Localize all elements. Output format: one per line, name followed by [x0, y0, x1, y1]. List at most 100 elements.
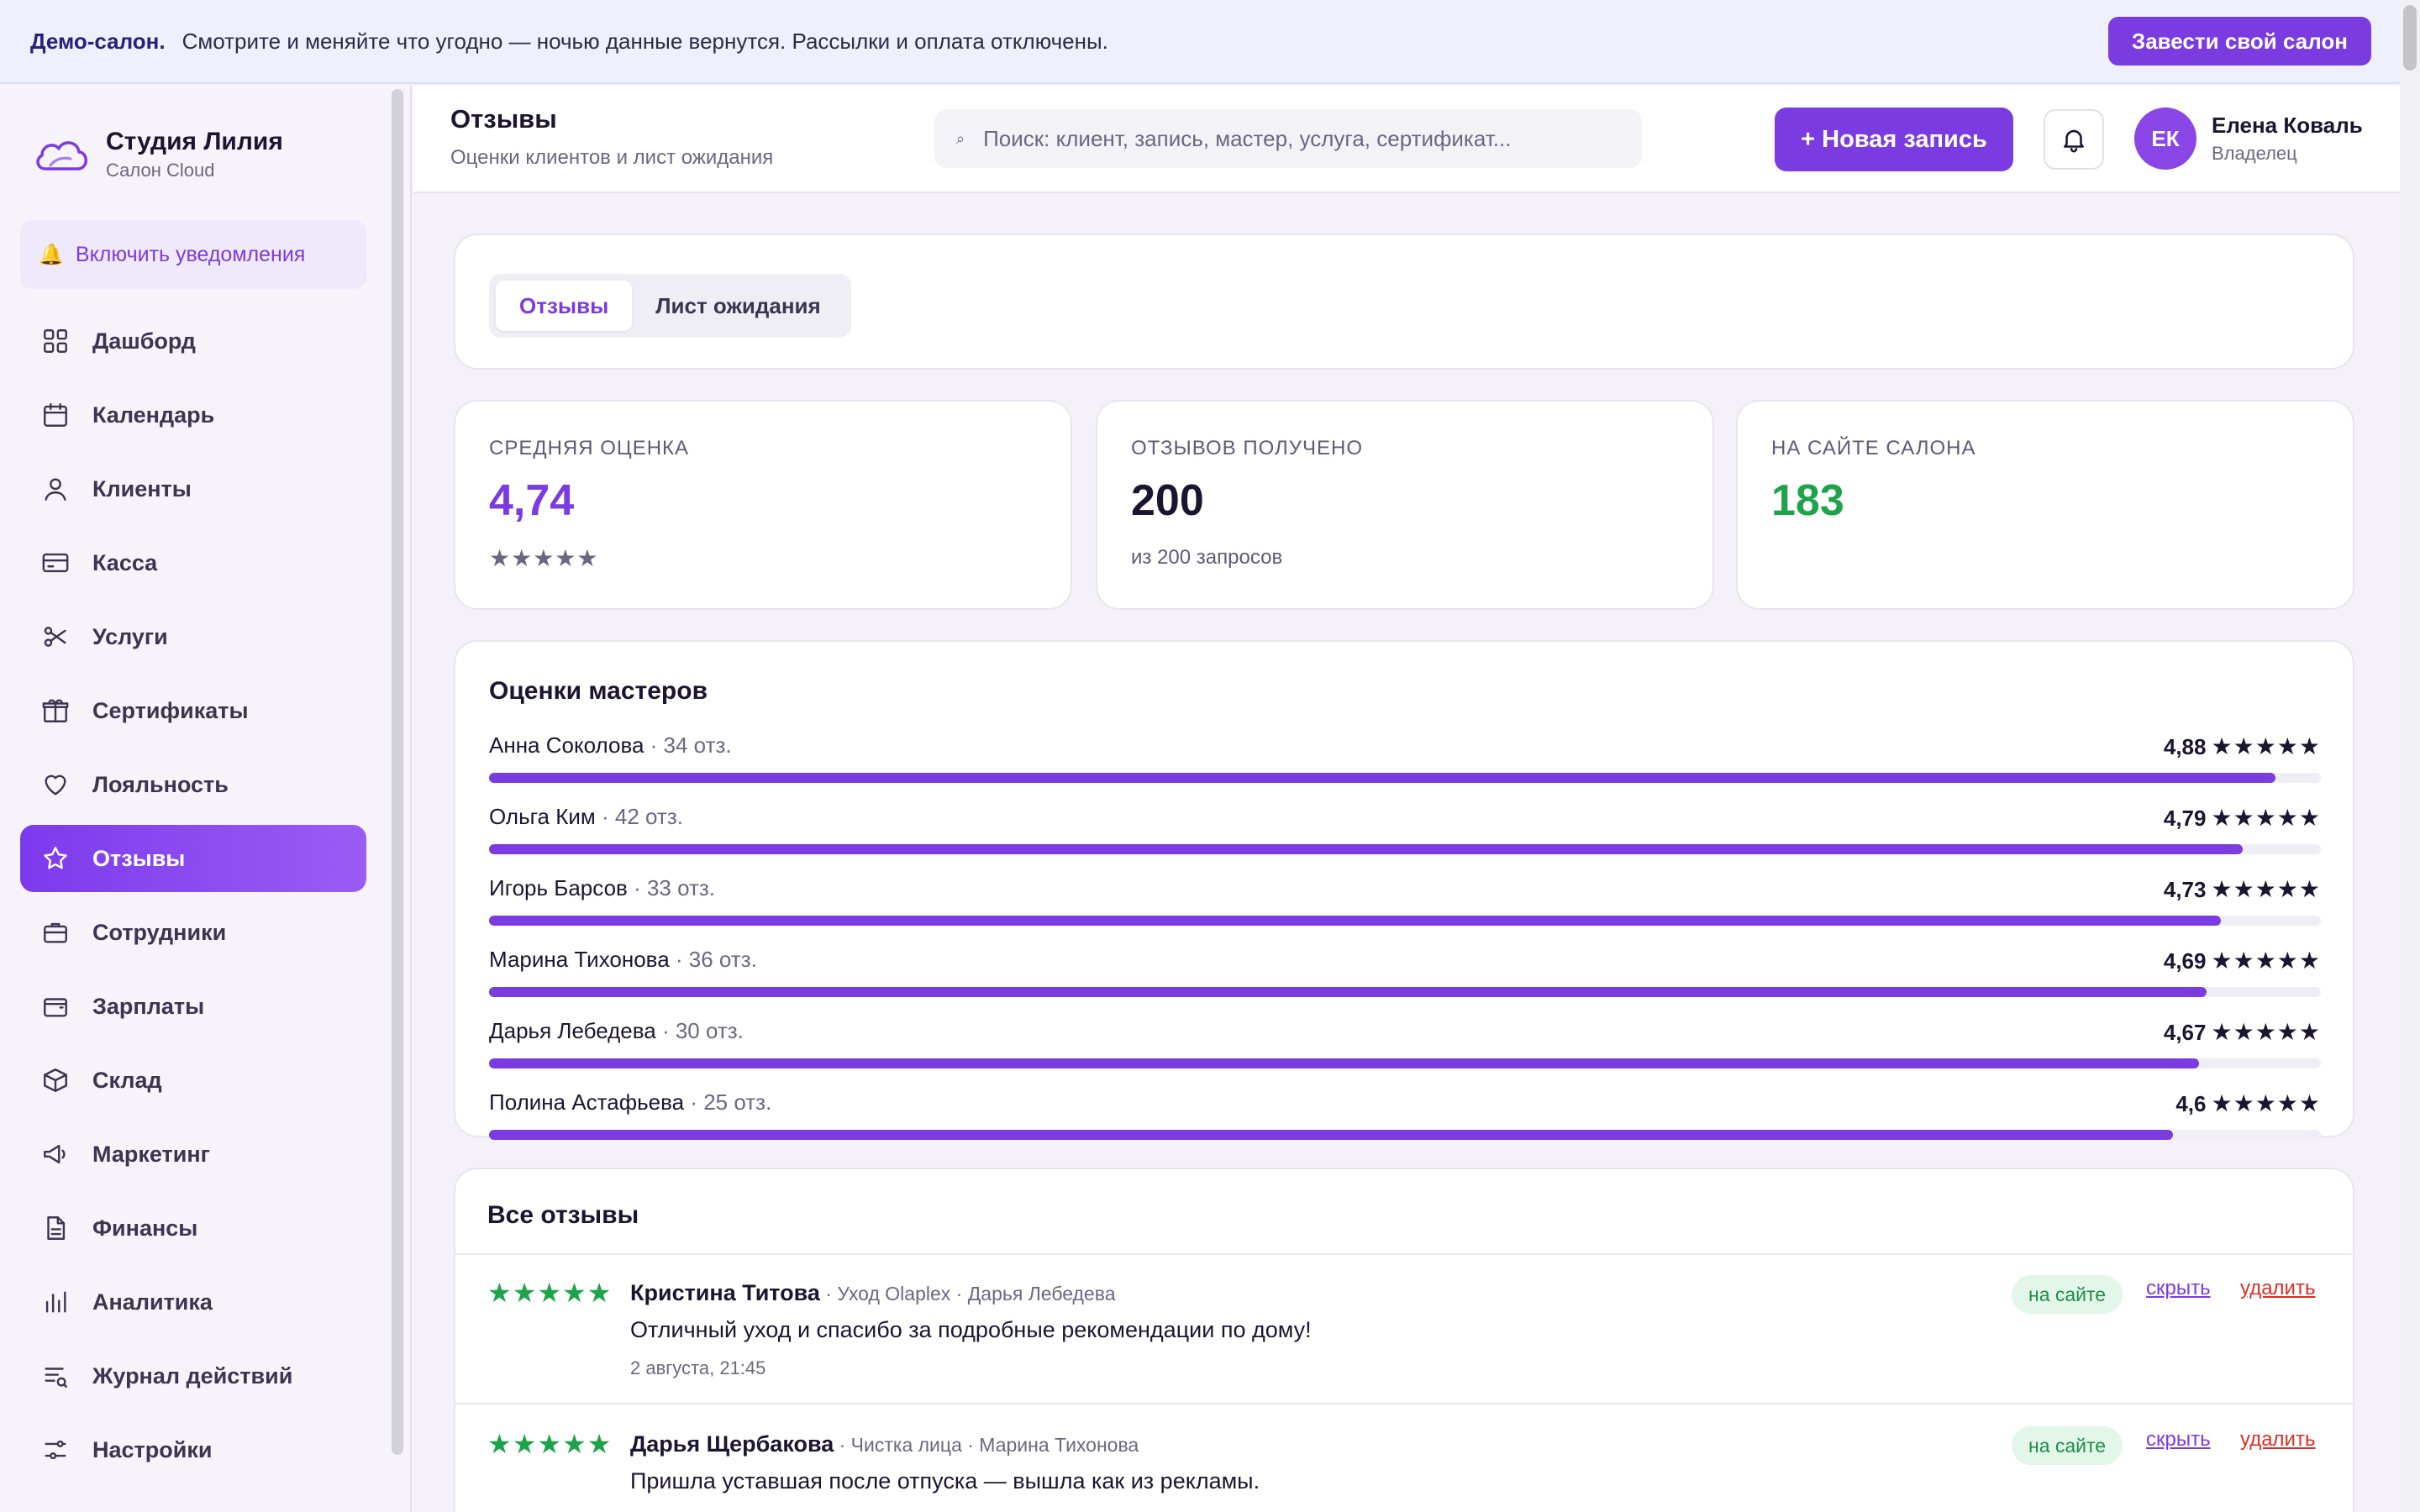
review-stars: ★★★★★: [487, 1429, 613, 1459]
rating-bar-track: [489, 844, 2321, 854]
sidebar-item-bar-chart[interactable]: Аналитика: [20, 1268, 366, 1336]
sidebar-item-grid[interactable]: Дашборд: [20, 307, 366, 375]
review-header: Кристина Титова · Уход Olaplex · Дарья Л…: [630, 1280, 1115, 1306]
master-score: 4,67 ★★★★★: [2164, 1018, 2321, 1046]
sidebar-item-wallet[interactable]: Зарплаты: [20, 973, 366, 1040]
stat-on-website: НА САЙТЕ САЛОНА 183: [1736, 400, 2354, 610]
brand-name: Студия Лилия: [106, 128, 283, 155]
review-header: Дарья Щербакова · Чистка лица · Марина Т…: [630, 1431, 1139, 1457]
sidebar-item-scissors[interactable]: Услуги: [20, 603, 366, 670]
master-name: Полина Астафьева · 25 отз.: [489, 1089, 771, 1116]
card-icon: [40, 548, 71, 578]
sidebar-item-document[interactable]: Финансы: [20, 1194, 366, 1262]
megaphone-icon: [40, 1139, 71, 1169]
master-score-value: 4,69: [2163, 948, 2207, 974]
sidebar-item-sliders[interactable]: Настройки: [20, 1416, 366, 1483]
hide-review-link[interactable]: скрыть: [2146, 1277, 2211, 1299]
sidebar-item-label: Журнал действий: [92, 1362, 293, 1389]
search-box[interactable]: ⌕: [934, 109, 1642, 168]
review-stars: ★★★★★: [487, 1278, 613, 1308]
bell-icon: [2064, 129, 2084, 153]
heart-icon: [40, 769, 71, 800]
sidebar-item-label: Склад: [92, 1067, 162, 1093]
master-name: Дарья Лебедева · 30 отз.: [489, 1018, 744, 1044]
master-review-count: · 33 отз.: [627, 875, 716, 900]
delete-review-link[interactable]: удалить: [2240, 1277, 2316, 1299]
master-score: 4,6 ★★★★★: [2175, 1089, 2321, 1117]
master-score: 4,73 ★★★★★: [2164, 875, 2321, 903]
master-rating-row: Полина Астафьева · 25 отз. 4,6 ★★★★★: [489, 1089, 2321, 1155]
review-date: 2 августа, 21:45: [630, 1357, 766, 1378]
master-name-text: Дарья Лебедева: [489, 1018, 656, 1043]
reviews-title: Все отзывы: [487, 1201, 639, 1229]
log-icon: [40, 1361, 71, 1391]
create-salon-button[interactable]: Завести свой салон: [2107, 17, 2371, 66]
sidebar-nav: Дашборд Календарь Клиенты Касса Услуги Сертиф…: [20, 307, 366, 1490]
grid-icon: [40, 326, 71, 356]
sidebar-item-briefcase[interactable]: Сотрудники: [20, 899, 366, 966]
master-rating-row: Ольга Ким · 42 отз. 4,79 ★★★★★: [489, 804, 2321, 869]
rating-bar-fill: [489, 844, 2244, 854]
master-name-text: Игорь Барсов: [489, 875, 628, 900]
tab-reviews[interactable]: Отзывы: [496, 281, 633, 331]
new-appointment-button[interactable]: + Новая запись: [1775, 108, 2013, 171]
master-score-value: 4,88: [2163, 734, 2207, 759]
master-review-count: · 30 отз.: [655, 1018, 744, 1043]
rating-bar-track: [489, 1058, 2321, 1068]
enable-notifications-button[interactable]: 🔔 Включить уведомления: [20, 220, 366, 289]
on-site-badge: на сайте: [2012, 1275, 2123, 1314]
master-score: 4,69 ★★★★★: [2164, 947, 2321, 974]
masters-ratings-card: Оценки мастеров Анна Соколова · 34 отз. 4…: [454, 640, 2354, 1140]
delete-review-link[interactable]: удалить: [2240, 1428, 2316, 1451]
user-name[interactable]: Елена Коваль: [2212, 113, 2363, 138]
rating-bar-fill: [489, 916, 2222, 926]
sidebar-item-gift[interactable]: Сертификаты: [20, 677, 366, 744]
sidebar-item-calendar[interactable]: Календарь: [20, 381, 366, 449]
stat-value: 4,74: [489, 476, 575, 525]
banner-text: Смотрите и меняйте что угодно — ночью да…: [182, 28, 1108, 54]
sidebar-item-log[interactable]: Журнал действий: [20, 1342, 366, 1410]
sidebar-item-star[interactable]: Отзывы: [20, 825, 366, 892]
sidebar-item-label: Дашборд: [92, 328, 196, 354]
master-rating-row: Игорь Барсов · 33 отз. 4,73 ★★★★★: [489, 875, 2321, 941]
master-name: Ольга Ким · 42 отз.: [489, 804, 683, 830]
review-date: 2 августа, 06:15: [630, 1509, 765, 1512]
sidebar-scrollbar[interactable]: [392, 89, 403, 1455]
review-meta: · Чистка лица · Марина Тихонова: [834, 1434, 1139, 1456]
master-rating-row: Дарья Лебедева · 30 отз. 4,67 ★★★★★: [489, 1018, 2321, 1084]
window-scrollbar-thumb[interactable]: [2403, 5, 2417, 71]
briefcase-icon: [40, 917, 71, 948]
master-stars: ★★★★★: [2211, 876, 2321, 902]
sidebar-item-card[interactable]: Касса: [20, 529, 366, 596]
review-text: Отличный уход и спасибо за подробные рек…: [630, 1317, 1312, 1342]
sidebar-item-megaphone[interactable]: Маркетинг: [20, 1121, 366, 1188]
sidebar-item-label: Финансы: [92, 1215, 198, 1241]
notifications-button[interactable]: [2044, 109, 2104, 170]
sidebar-item-label: Сертификаты: [92, 697, 249, 723]
sidebar-item-heart[interactable]: Лояльность: [20, 751, 366, 818]
stat-label: НА САЙТЕ САЛОНА: [1771, 437, 1976, 459]
brand[interactable]: Студия Лилия Салон Cloud: [34, 128, 283, 181]
sidebar-item-label: Услуги: [92, 623, 168, 649]
rating-bar-fill: [489, 1130, 2174, 1140]
master-name: Анна Соколова · 34 отз.: [489, 732, 732, 759]
cloud-logo-icon: [36, 141, 87, 171]
document-icon: [40, 1213, 71, 1243]
search-input[interactable]: [983, 125, 1623, 152]
bell-emoji-icon: 🔔: [39, 243, 64, 266]
rating-stars: ★★★★★: [489, 545, 599, 571]
sidebar-item-user[interactable]: Клиенты: [20, 455, 366, 522]
gift-icon: [40, 696, 71, 726]
master-review-count: · 34 отз.: [644, 732, 732, 758]
masters-title: Оценки мастеров: [489, 677, 708, 705]
hide-review-link[interactable]: скрыть: [2146, 1428, 2211, 1451]
user-avatar[interactable]: ЕК: [2134, 108, 2196, 170]
sidebar-item-box[interactable]: Склад: [20, 1047, 366, 1114]
master-score-value: 4,67: [2163, 1020, 2207, 1045]
master-name-text: Марина Тихонова: [489, 947, 670, 972]
sidebar-item-label: Календарь: [92, 402, 215, 428]
window-scrollbar[interactable]: [2400, 0, 2420, 1512]
tab-waitlist[interactable]: Лист ожидания: [655, 292, 821, 318]
stat-subtext: из 200 запросов: [1131, 546, 1283, 569]
page-title: Отзывы: [450, 104, 557, 134]
